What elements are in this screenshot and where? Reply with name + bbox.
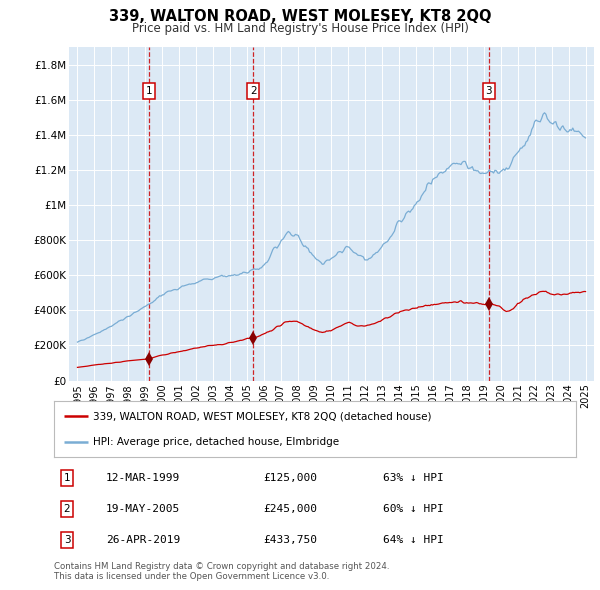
Text: 3: 3 [485, 86, 492, 96]
Text: 1: 1 [145, 86, 152, 96]
Text: 60% ↓ HPI: 60% ↓ HPI [383, 504, 443, 514]
Text: HPI: Average price, detached house, Elmbridge: HPI: Average price, detached house, Elmb… [93, 437, 339, 447]
Text: 19-MAY-2005: 19-MAY-2005 [106, 504, 181, 514]
Text: £125,000: £125,000 [263, 473, 317, 483]
Text: 64% ↓ HPI: 64% ↓ HPI [383, 535, 443, 545]
Text: 1: 1 [64, 473, 70, 483]
Text: £245,000: £245,000 [263, 504, 317, 514]
Text: 339, WALTON ROAD, WEST MOLESEY, KT8 2QQ (detached house): 339, WALTON ROAD, WEST MOLESEY, KT8 2QQ … [93, 411, 431, 421]
Text: Price paid vs. HM Land Registry's House Price Index (HPI): Price paid vs. HM Land Registry's House … [131, 22, 469, 35]
Text: 63% ↓ HPI: 63% ↓ HPI [383, 473, 443, 483]
Text: £433,750: £433,750 [263, 535, 317, 545]
Text: 12-MAR-1999: 12-MAR-1999 [106, 473, 181, 483]
Text: 26-APR-2019: 26-APR-2019 [106, 535, 181, 545]
Text: 2: 2 [64, 504, 70, 514]
Text: Contains HM Land Registry data © Crown copyright and database right 2024.
This d: Contains HM Land Registry data © Crown c… [54, 562, 389, 581]
Text: 339, WALTON ROAD, WEST MOLESEY, KT8 2QQ: 339, WALTON ROAD, WEST MOLESEY, KT8 2QQ [109, 9, 491, 24]
Text: 3: 3 [64, 535, 70, 545]
Text: 2: 2 [250, 86, 256, 96]
